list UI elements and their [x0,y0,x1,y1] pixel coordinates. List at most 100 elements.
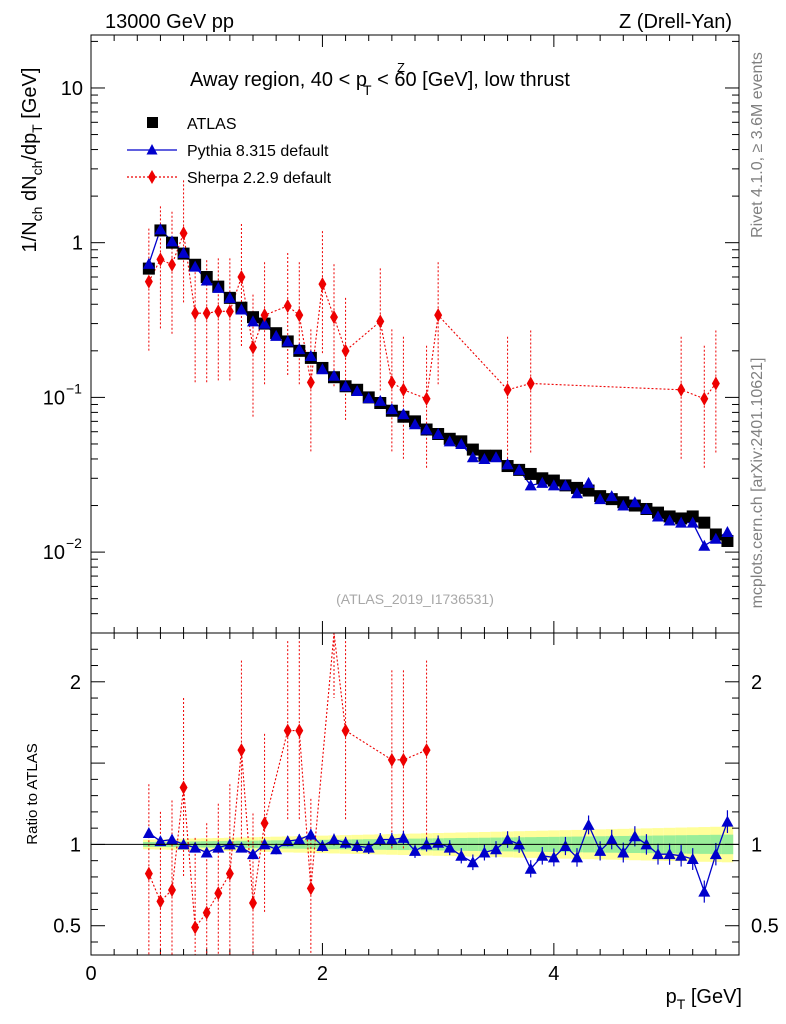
legend-sherpa-marker [148,170,156,184]
pythia-point [339,380,352,392]
pythia-ratio-point [200,846,213,858]
legend-pythia-label: Pythia 8.315 default [187,143,329,160]
sherpa-ratio-point [422,743,431,758]
pythia-point [200,274,213,286]
pythia-point [420,423,433,435]
sherpa-ratio-point [249,895,257,910]
sherpa-point [260,308,269,323]
pythia-ratio-point [212,841,225,853]
sherpa-ratio-point [295,723,304,738]
main-y-tick-exponent: −2 [66,535,82,551]
pythia-ratio-point [142,827,155,839]
ylabel-sub3: T [29,124,45,133]
analysis-tag: (ATLAS_2019_I1736531) [336,591,494,607]
sherpa-ratio-point [144,866,153,881]
sherpa-ratio-point [341,723,350,738]
pythia-point [501,458,514,470]
sherpa-point [387,375,396,390]
sherpa-line [148,233,717,400]
pythia-ratio-point [466,856,479,868]
pythia-point [605,490,618,502]
legend: ATLAS Pythia 8.315 default Sherpa 2.2.9 … [127,116,332,187]
pythia-ratio-point [721,815,734,827]
pythia-point [351,384,364,396]
plot-title-superscript: Z [397,60,405,75]
pythia-ratio-point [316,840,329,852]
pythia-point [166,235,178,247]
pythia-ratio-point [490,843,502,855]
pythia-point [223,291,236,303]
sherpa-ratio-point [214,886,223,901]
ylabel-part2: dN [19,175,41,206]
xlabel-sub: T [677,996,686,1012]
plot-title: Away region, 40 < pT < 60 [GeV], low thr… [190,69,570,98]
sherpa-point [503,382,512,397]
pythia-point [409,418,421,430]
pythia-ratio-point [166,833,178,845]
ylabel-sub2: ch [29,161,45,176]
sherpa-ratio-point [306,881,315,896]
pythia-point [675,516,688,528]
sherpa-point [214,304,223,319]
pythia-ratio-point [582,818,595,830]
atlas-point [698,516,711,529]
pythia-point [177,246,190,258]
pythia-point [212,281,225,293]
main-y-tick-label: 10 [61,78,83,100]
pythia-ratio-point [709,848,722,860]
pythia-ratio-point [270,843,283,855]
sherpa-point [399,382,408,397]
pythia-ratio-point [397,831,410,843]
pythia-ratio-point [501,833,514,845]
sherpa-point [156,252,165,267]
legend-atlas-label: ATLAS [187,116,237,133]
pythia-point [686,516,699,528]
pythia-ratio-point [328,833,340,845]
main-y-tick-label: 10 [43,542,65,564]
sherpa-point [202,306,211,321]
ylabel-part1: 1/N [19,221,41,252]
sherpa-point [376,314,385,329]
pythia-point [304,350,317,362]
sherpa-point [179,226,188,241]
pythia-point [640,502,653,514]
pythia-point [524,479,537,491]
pythia-ratio-point [154,835,167,847]
sherpa-point [341,343,350,358]
main-y-tick-label: 1 [72,233,83,255]
pythia-ratio-point [617,846,630,858]
pythia-point [385,403,398,415]
pythia-point [316,363,329,375]
pythia-ratio-point [594,844,607,856]
header-energy: 13000 GeV pp [105,11,234,33]
pythia-point [374,394,387,406]
pythia-ratio-point [478,846,491,858]
pythia-ratio-point [698,885,711,897]
pythia-ratio-point [189,841,202,853]
atlas-point [524,467,537,480]
pythia-ratio-point [547,851,560,863]
pythia-point [559,479,572,491]
pythia-ratio-point [385,833,398,845]
ylabel-part4: [GeV] [19,68,41,125]
pythia-ratio-point [628,830,641,842]
sherpa-point [318,277,327,292]
pythia-point [628,496,641,508]
pythia-ratio-point [652,848,664,860]
pythia-point [443,435,456,447]
pythia-ratio-point [374,833,387,845]
atlas-point [466,443,479,456]
pythia-point [617,499,630,511]
ratio-plot-frame [90,632,740,956]
ratio-axis-ticks: 0.5 0.5 1 1 2 2 0 2 4 [53,648,779,985]
legend-atlas-marker [147,117,158,128]
sherpa-point [330,310,338,325]
pythia-point [571,487,583,499]
pythia-point [536,476,549,488]
pythia-point [293,343,306,355]
sherpa-point [249,340,257,355]
pythia-point [397,408,410,420]
sherpa-point [168,257,176,272]
sherpa-ratio-point [283,723,292,738]
